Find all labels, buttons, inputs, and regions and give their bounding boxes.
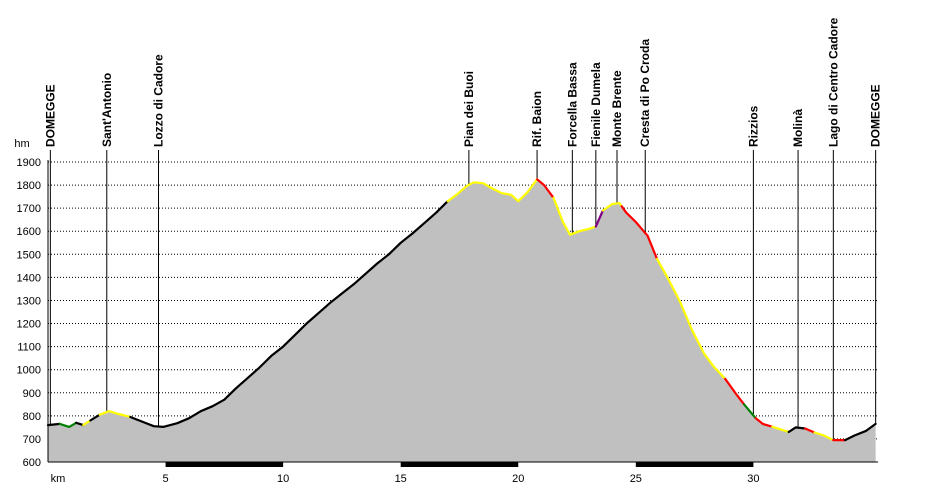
x-tick-label: 10 — [277, 473, 289, 485]
waypoint-label: DOMEGGE — [869, 84, 883, 147]
y-unit-label: hm — [14, 138, 29, 150]
waypoint-label: Pian dei Buoi — [462, 71, 476, 147]
profile-segment — [446, 178, 539, 203]
y-tick-label: 900 — [23, 388, 41, 400]
axes — [47, 160, 878, 467]
profile-line — [46, 178, 877, 442]
profile-segment — [75, 421, 85, 427]
waypoint-label: Rif. Baion — [530, 91, 544, 147]
y-tick-label: 1100 — [17, 342, 41, 354]
waypoint-label: Lozzo di Cadore — [152, 54, 166, 147]
distance-bar-segment — [635, 462, 754, 467]
profile-segment — [552, 196, 597, 236]
profile-segment — [754, 417, 774, 428]
y-tick-label: 1900 — [17, 157, 41, 169]
y-tick-label: 1500 — [17, 249, 41, 261]
profile-area — [48, 179, 876, 463]
x-unit-label: km — [51, 473, 66, 485]
y-tick-label: 1200 — [17, 319, 41, 331]
profile-segment — [620, 205, 659, 260]
x-tick-label: 30 — [747, 473, 759, 485]
waypoint-label: Molinà — [791, 109, 805, 147]
waypoints: DOMEGGE Sant'Antonio Lozzo di Cadore Pian d… — [43, 17, 883, 441]
waypoint-label: Rizzios — [746, 105, 760, 147]
profile-segment — [46, 422, 61, 427]
profile-segment — [129, 200, 449, 428]
x-tick-label: 15 — [395, 473, 407, 485]
profile-segment — [536, 178, 555, 199]
y-tick-label: 1600 — [17, 226, 41, 238]
waypoint-label: Cresta di Po Croda — [638, 39, 652, 147]
profile-segment — [58, 421, 78, 428]
profile-segment — [89, 413, 101, 422]
y-tick-label: 600 — [23, 457, 41, 469]
profile-segment — [844, 422, 877, 442]
profile-segment — [771, 425, 790, 434]
y-tick-label: 1700 — [17, 203, 41, 215]
profile-segment — [82, 419, 92, 427]
y-tick-label: 1400 — [17, 272, 41, 284]
profile-segment — [742, 403, 757, 420]
waypoint-label: Forcella Bassa — [565, 62, 579, 147]
axis-labels: 600 700 800 900 1000 1100 1200 1300 1400 1500 1600… — [14, 138, 759, 485]
profile-segment — [813, 431, 835, 442]
profile-fill — [48, 179, 876, 463]
profile-segment — [804, 427, 816, 434]
y-tick-label: 700 — [23, 434, 41, 446]
y-tick-label: 1000 — [17, 365, 41, 377]
waypoint-label: Monte Brente — [610, 70, 624, 147]
waypoint-label: Sant'Antonio — [100, 73, 114, 147]
x-tick-label: 5 — [163, 473, 169, 485]
distance-bar-segment — [400, 462, 519, 467]
x-tick-label: 25 — [630, 473, 642, 485]
profile-segment — [98, 410, 132, 419]
waypoint-label: DOMEGGE — [43, 84, 57, 147]
y-tick-label: 1800 — [17, 180, 41, 192]
profile-segment — [724, 377, 746, 406]
profile-segment — [594, 209, 604, 228]
y-tick-label: 1300 — [17, 295, 41, 307]
y-tick-label: 800 — [23, 411, 41, 423]
distance-bar-segment — [165, 462, 284, 467]
profile-segment — [601, 202, 623, 212]
waypoint-label: Lago di Centro Cadore — [826, 17, 840, 147]
profile-segment — [787, 426, 807, 434]
waypoint-label: Fienile Dumela — [589, 62, 603, 147]
x-tick-label: 20 — [512, 473, 524, 485]
profile-segment — [655, 257, 727, 380]
